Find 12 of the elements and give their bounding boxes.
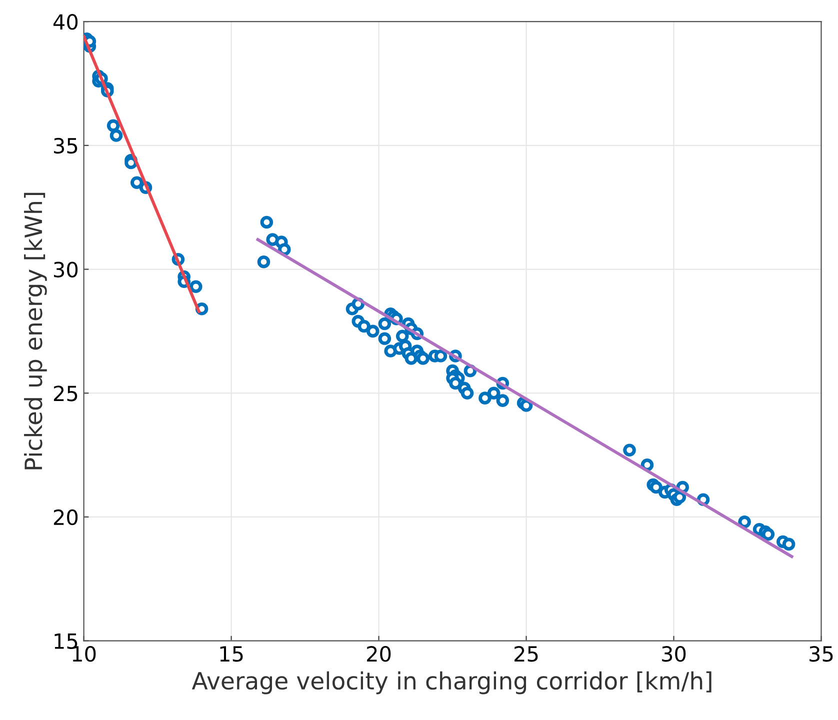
x-tick-label: 15 (220, 646, 243, 662)
y-axis-title: Picked up energy [kWh] (24, 192, 47, 470)
x-axis-title: Average velocity in charging corridor [km/h] (192, 671, 712, 694)
y-tick-label: 35 (54, 138, 78, 154)
y-tick-label: 25 (54, 386, 78, 402)
x-tick-label: 30 (662, 646, 686, 662)
y-tick-label: 20 (54, 509, 78, 526)
y-tick-label: 30 (54, 262, 78, 278)
y-tick-label: 40 (53, 14, 78, 30)
x-tick-label: 35 (810, 646, 833, 662)
x-tick-label: 25 (514, 646, 538, 662)
x-tick-label: 20 (367, 646, 391, 662)
